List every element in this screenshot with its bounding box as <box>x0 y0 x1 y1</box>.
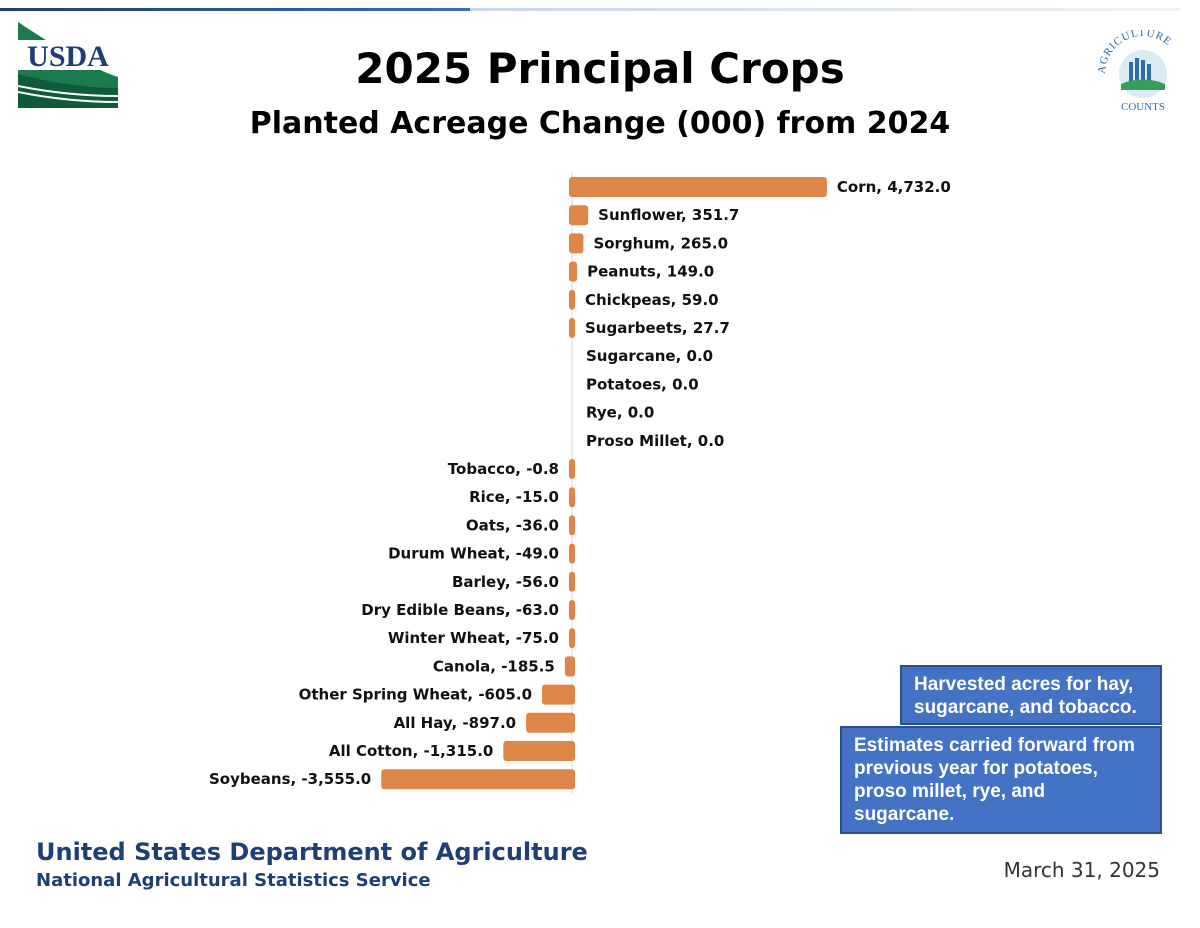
bar <box>569 177 827 197</box>
note-carried-forward: Estimates carried forward from previous … <box>840 726 1162 834</box>
usda-logo: USDA <box>18 22 118 108</box>
bar-chart: Corn, 4,732.0 Sunflower, 351.7 Sorghum, 26… <box>209 172 951 794</box>
bar-label: Sorghum, 265.0 <box>593 234 728 252</box>
bar <box>569 459 575 479</box>
bar-label: Soybeans, -3,555.0 <box>209 770 371 788</box>
bar-label: Dry Edible Beans, -63.0 <box>361 601 559 619</box>
bar <box>503 741 575 761</box>
note-harvested: Harvested acres for hay, sugarcane, and … <box>900 665 1162 725</box>
top-rule <box>0 8 470 11</box>
agriculture-counts-logo: AGRICULTURE COUNTS <box>1096 30 1173 113</box>
chart-subtitle: Planted Acreage Change (000) from 2024 <box>249 106 951 141</box>
svg-text:COUNTS: COUNTS <box>1121 101 1165 113</box>
bar-label: Winter Wheat, -75.0 <box>388 629 559 647</box>
bar <box>569 543 575 564</box>
bar-label: Barley, -56.0 <box>452 573 559 591</box>
bar-label: Sugarbeets, 27.7 <box>585 319 730 337</box>
chart-title: 2025 Principal Crops <box>355 44 845 93</box>
bar-label: Sunflower, 351.7 <box>598 206 739 224</box>
bar-label: Canola, -185.5 <box>433 657 555 675</box>
bar-label: Sugarcane, 0.0 <box>586 347 713 365</box>
bar <box>526 712 575 733</box>
bar <box>542 684 575 705</box>
release-date: March 31, 2025 <box>1003 858 1160 882</box>
bar-label: Rye, 0.0 <box>586 404 654 422</box>
bar-label: Durum Wheat, -49.0 <box>388 545 559 563</box>
bar-label: All Hay, -897.0 <box>394 714 517 732</box>
bar-label: Peanuts, 149.0 <box>587 263 714 281</box>
bar-label: Proso Millet, 0.0 <box>586 432 724 450</box>
bar-label: Chickpeas, 59.0 <box>585 291 719 309</box>
bar <box>569 515 575 536</box>
bar-label: Tobacco, -0.8 <box>448 460 559 478</box>
usda-logo-text: USDA <box>27 40 109 73</box>
bar <box>381 769 575 790</box>
bar <box>569 233 584 254</box>
bar <box>569 261 578 282</box>
bar <box>569 318 575 338</box>
bar-label: All Cotton, -1,315.0 <box>329 742 493 760</box>
bar <box>569 600 575 620</box>
bar <box>569 487 575 508</box>
footer-service: National Agricultural Statistics Service <box>36 870 431 891</box>
bar <box>564 656 575 677</box>
bar <box>569 205 589 226</box>
top-rule-faint <box>470 8 1180 11</box>
bar <box>569 289 575 310</box>
bar <box>569 628 575 649</box>
footer-agency: United States Department of Agriculture <box>36 838 588 866</box>
bar-label: Oats, -36.0 <box>466 516 559 534</box>
bar <box>569 571 575 592</box>
bar-label: Rice, -15.0 <box>469 488 559 506</box>
bar-label: Other Spring Wheat, -605.0 <box>299 686 532 704</box>
bar-label: Potatoes, 0.0 <box>586 375 699 393</box>
bar-label: Corn, 4,732.0 <box>837 178 951 196</box>
